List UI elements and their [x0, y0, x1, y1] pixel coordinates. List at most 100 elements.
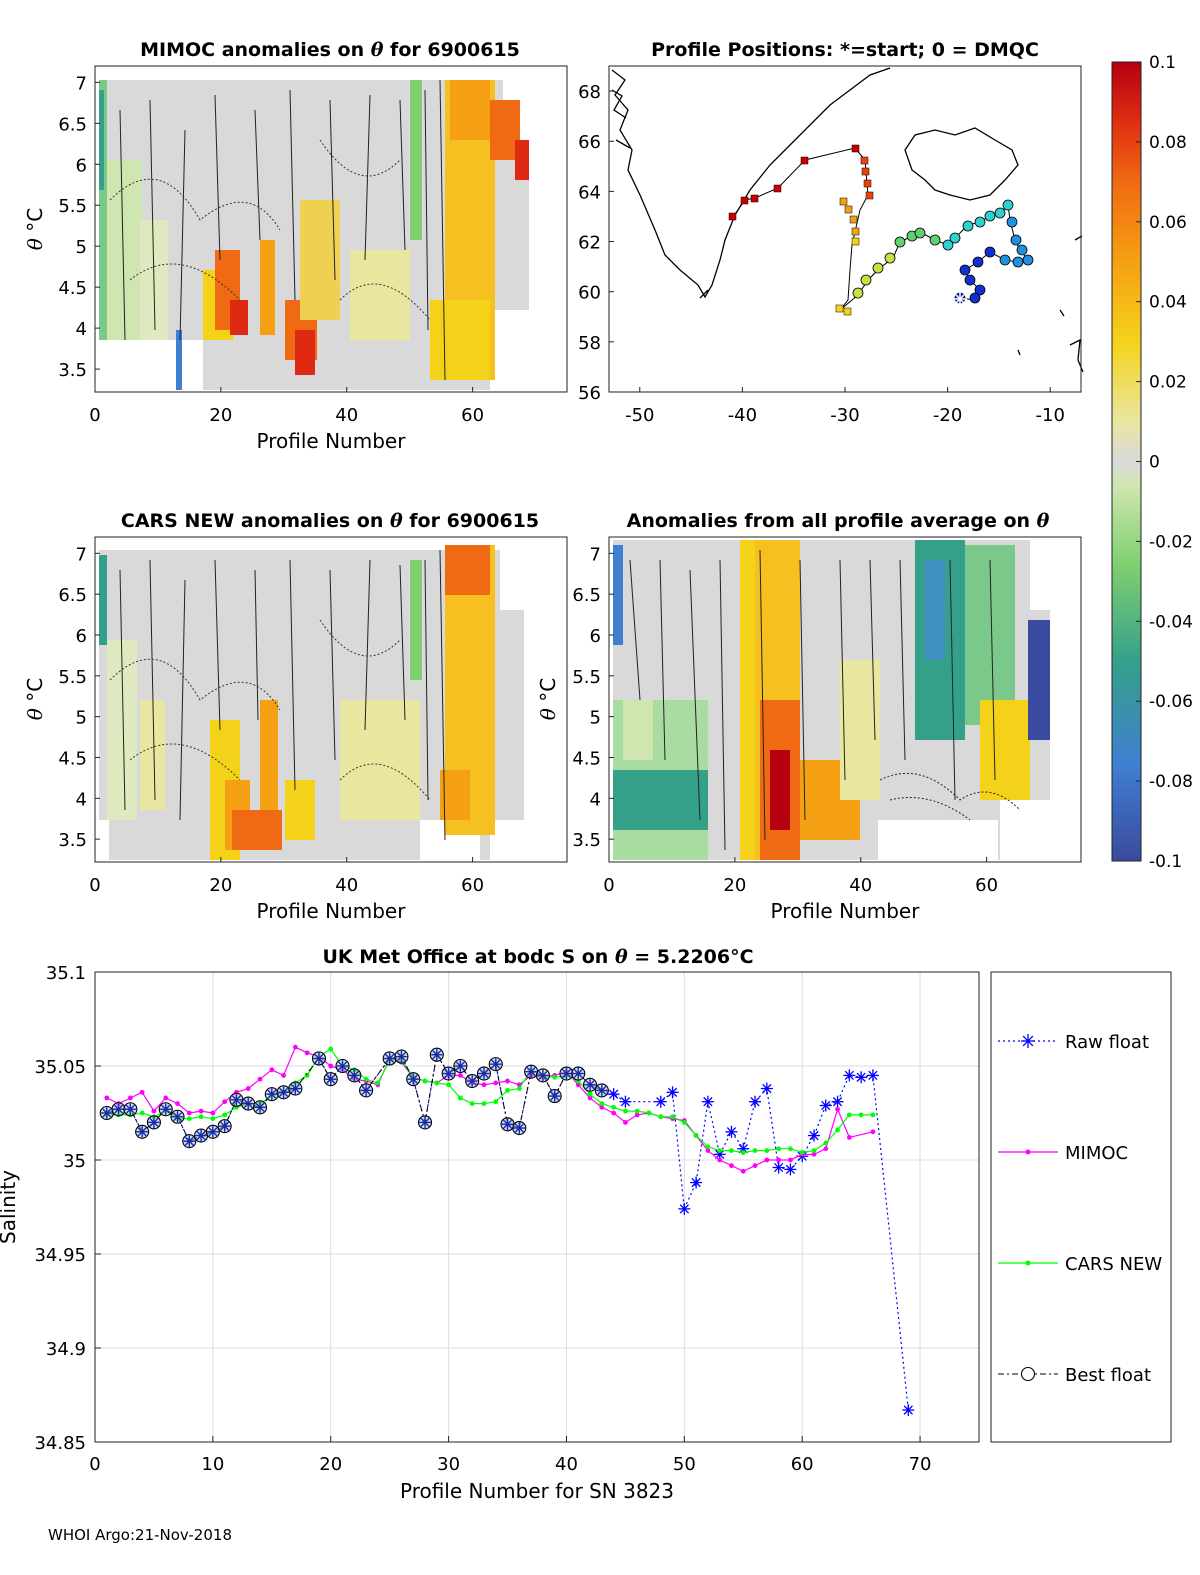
raw-float-line [106, 1053, 909, 1411]
map-x-tick-label: -30 [830, 405, 859, 426]
colorbar-tick-label: -0.08 [1149, 772, 1193, 792]
raw-float-point [607, 1088, 620, 1101]
legend-marker [1025, 1149, 1031, 1155]
mimoc-point [729, 1163, 734, 1169]
cars-y-ticks: 3.5 4 4.5 5 5.5 6 6.5 7 [58, 544, 100, 851]
best-float-point [476, 1066, 492, 1081]
best-float-star [278, 1086, 290, 1098]
best-float-point [217, 1119, 232, 1134]
best-float-point [465, 1073, 480, 1089]
best-float-point [264, 1087, 279, 1102]
best-float-point [535, 1068, 550, 1083]
mimoc-point [788, 1157, 793, 1163]
best-float-star [478, 1068, 490, 1080]
salinity-y-tick-label: 34.85 [34, 1433, 86, 1454]
all-avg-x-tick-label: 60 [975, 875, 998, 896]
cars-new-point [634, 1108, 640, 1114]
legend-item-raw-float: Raw float [998, 1032, 1149, 1053]
mimoc-point [175, 1101, 180, 1106]
cars-new-point [823, 1140, 829, 1146]
best-float-point [406, 1072, 421, 1087]
series-best-float [99, 1047, 609, 1149]
mimoc-y-tick-label: 7 [76, 73, 87, 94]
legend-label: CARS NEW [1065, 1254, 1162, 1275]
all-avg-y-tick-label: 6 [590, 626, 601, 647]
mimoc-point [705, 1148, 711, 1153]
best-float-star [490, 1058, 502, 1070]
mimoc-y-ticks: 3.5 4 4.5 5 5.5 6 6.5 7 [58, 73, 100, 381]
all-avg-y-tick-label: 3.5 [572, 830, 601, 851]
raw-float-point [807, 1129, 820, 1142]
cars-new-point [516, 1086, 522, 1091]
panel-mimoc: MIMOC anomalies on θ for 6900615 [23, 39, 568, 453]
cars-new-point [835, 1127, 840, 1133]
best-float-star [384, 1052, 396, 1064]
panel-all-avg: Anomalies from all profile average on θ [536, 510, 1082, 923]
best-float-star [124, 1103, 136, 1115]
salinity-y-tick-label: 35.05 [34, 1057, 86, 1078]
salinity-y-ticks: 34.85 34.9 34.95 35 35.05 35.1 [34, 963, 101, 1454]
float-track [728, 144, 1034, 316]
mimoc-point [269, 1067, 275, 1073]
cars-y-tick-label: 6.5 [58, 585, 87, 606]
mimoc-x-label: Profile Number [257, 429, 407, 453]
legend-box [990, 971, 1172, 1443]
best-float-point [382, 1051, 397, 1066]
mimoc-point [846, 1135, 852, 1140]
best-float-point [241, 1096, 256, 1111]
salinity-y-tick-label: 35.1 [46, 963, 86, 984]
salinity-y-label: Salinity [0, 1170, 20, 1244]
salinity-x-tick-label: 0 [89, 1454, 100, 1475]
mimoc-point [304, 1050, 310, 1056]
legend-item-mimoc: MIMOC [998, 1143, 1128, 1164]
cars-y-label: θ °C [23, 678, 47, 720]
best-float-star [207, 1126, 219, 1138]
colorbar-tick-label: 0 [1149, 453, 1160, 473]
cars-new-point [198, 1114, 204, 1120]
raw-float-point [784, 1163, 797, 1176]
best-float-star [360, 1084, 372, 1096]
mimoc-point [222, 1099, 228, 1105]
best-float-star [136, 1126, 148, 1138]
start-marker [953, 292, 967, 306]
best-float-star [337, 1060, 349, 1072]
all-avg-heatmap [613, 540, 1050, 860]
mimoc-x-tick-label: 60 [461, 405, 484, 426]
best-float-point [182, 1134, 197, 1149]
mimoc-point [764, 1157, 770, 1163]
cars-new-point [717, 1148, 723, 1153]
salinity-y-tick-label: 34.95 [34, 1245, 86, 1266]
mimoc-point [328, 1063, 334, 1069]
best-float-point [547, 1089, 562, 1104]
mimoc-x-tick-label: 40 [335, 405, 358, 426]
cars-y-tick-label: 3.5 [58, 830, 87, 851]
salinity-x-tick-label: 40 [555, 1454, 578, 1475]
best-float-star [183, 1135, 195, 1147]
cars-new-point [623, 1108, 628, 1114]
raw-float-point [866, 1069, 879, 1082]
cars-new-point [776, 1146, 782, 1152]
cars-new-point [752, 1148, 758, 1153]
cars-x-tick-label: 40 [335, 875, 358, 896]
cars-new-point [681, 1120, 687, 1125]
cars-new-point [469, 1101, 475, 1106]
mimoc-point [457, 1073, 463, 1078]
best-float-point [582, 1077, 598, 1092]
mimoc-point [634, 1112, 640, 1118]
all-avg-y-tick-label: 5.5 [572, 667, 601, 688]
panel-mimoc-title: MIMOC anomalies on θ for 6900615 [140, 39, 520, 61]
raw-float-point [843, 1069, 856, 1082]
best-float-star [266, 1088, 278, 1100]
cars-new-point [186, 1116, 192, 1122]
all-avg-x-tick-label: 20 [723, 875, 746, 896]
best-float-point [524, 1064, 539, 1079]
mimoc-point [623, 1120, 628, 1125]
mimoc-x-ticks: 0 20 40 60 [89, 387, 484, 426]
mimoc-point [611, 1110, 617, 1116]
mimoc-point [740, 1168, 746, 1174]
all-avg-y-tick-label: 5 [590, 708, 601, 729]
raw-float-point [666, 1086, 679, 1099]
colorbar-tick-label: 0.06 [1149, 213, 1187, 233]
best-float-star [230, 1094, 242, 1106]
